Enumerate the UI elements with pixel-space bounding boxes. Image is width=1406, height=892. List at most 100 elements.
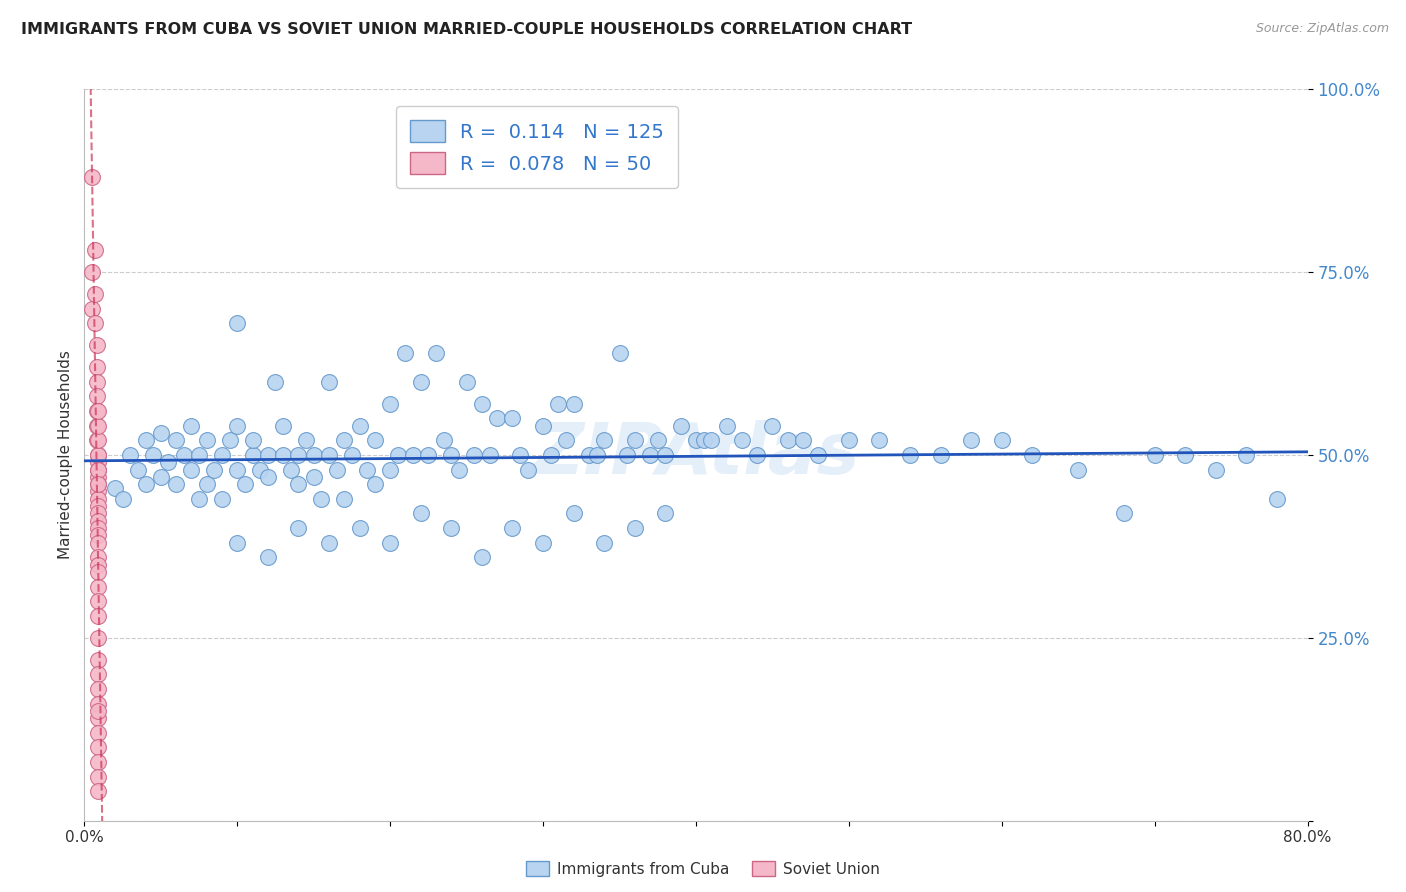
Point [226, 462, 249, 476]
Point [86, 375, 108, 389]
Point [87, 681, 110, 696]
Point [340, 448, 363, 462]
Point [380, 462, 402, 476]
Y-axis label: Married-couple Households: Married-couple Households [58, 351, 73, 559]
Point [87, 528, 110, 542]
Point [1114, 507, 1136, 521]
Point [295, 434, 318, 448]
Point [509, 448, 531, 462]
Point [87, 484, 110, 499]
Point [624, 521, 647, 535]
Point [86, 418, 108, 433]
Point [165, 434, 187, 448]
Point [456, 375, 478, 389]
Point [271, 448, 294, 462]
Point [271, 418, 294, 433]
Point [402, 448, 425, 462]
Point [302, 470, 325, 484]
Point [700, 434, 723, 448]
Point [135, 434, 157, 448]
Point [87, 462, 110, 476]
Point [333, 491, 356, 506]
Point [264, 375, 287, 389]
Point [87, 550, 110, 565]
Point [87, 711, 110, 725]
Point [149, 425, 172, 440]
Point [440, 448, 463, 462]
Point [463, 448, 485, 462]
Point [418, 448, 440, 462]
Point [471, 397, 494, 411]
Point [87, 558, 110, 572]
Point [692, 434, 714, 448]
Point [80, 301, 103, 316]
Point [562, 397, 585, 411]
Point [127, 462, 149, 476]
Point [87, 653, 110, 667]
Point [86, 434, 108, 448]
Point [356, 462, 378, 476]
Point [142, 448, 165, 462]
Point [87, 580, 110, 594]
Point [562, 507, 585, 521]
Point [84, 287, 107, 301]
Point [540, 448, 562, 462]
Point [86, 338, 108, 352]
Point [180, 462, 202, 476]
Point [792, 434, 814, 448]
Point [425, 345, 447, 359]
Point [157, 455, 180, 469]
Point [531, 535, 554, 549]
Point [87, 565, 110, 579]
Point [311, 491, 333, 506]
Point [593, 434, 616, 448]
Point [1174, 448, 1197, 462]
Point [165, 477, 187, 491]
Point [440, 521, 463, 535]
Text: ZIPAtlas: ZIPAtlas [531, 420, 860, 490]
Point [87, 514, 110, 528]
Point [578, 448, 600, 462]
Point [226, 316, 249, 330]
Point [87, 477, 110, 491]
Point [84, 316, 107, 330]
Point [218, 434, 240, 448]
Point [287, 477, 309, 491]
Point [502, 411, 524, 425]
Point [761, 418, 783, 433]
Point [87, 418, 110, 433]
Point [387, 448, 409, 462]
Text: IMMIGRANTS FROM CUBA VS SOVIET UNION MARRIED-COUPLE HOUSEHOLDS CORRELATION CHART: IMMIGRANTS FROM CUBA VS SOVIET UNION MAR… [21, 22, 912, 37]
Point [87, 507, 110, 521]
Point [211, 448, 233, 462]
Point [111, 491, 134, 506]
Point [638, 448, 661, 462]
Point [898, 448, 921, 462]
Point [280, 462, 302, 476]
Point [87, 594, 110, 608]
Point [87, 608, 110, 623]
Point [87, 704, 110, 718]
Point [1265, 491, 1288, 506]
Point [647, 434, 669, 448]
Point [87, 784, 110, 798]
Point [333, 434, 356, 448]
Point [364, 477, 387, 491]
Point [287, 521, 309, 535]
Point [87, 448, 110, 462]
Point [869, 434, 891, 448]
Point [287, 448, 309, 462]
Point [929, 448, 952, 462]
Point [202, 462, 225, 476]
Point [409, 375, 432, 389]
Point [380, 397, 402, 411]
Point [120, 448, 142, 462]
Point [380, 535, 402, 549]
Point [478, 448, 501, 462]
Legend: R =  0.114   N = 125, R =  0.078   N = 50: R = 0.114 N = 125, R = 0.078 N = 50 [396, 106, 678, 188]
Point [433, 434, 456, 448]
Point [654, 507, 676, 521]
Point [87, 434, 110, 448]
Point [87, 535, 110, 549]
Point [86, 404, 108, 418]
